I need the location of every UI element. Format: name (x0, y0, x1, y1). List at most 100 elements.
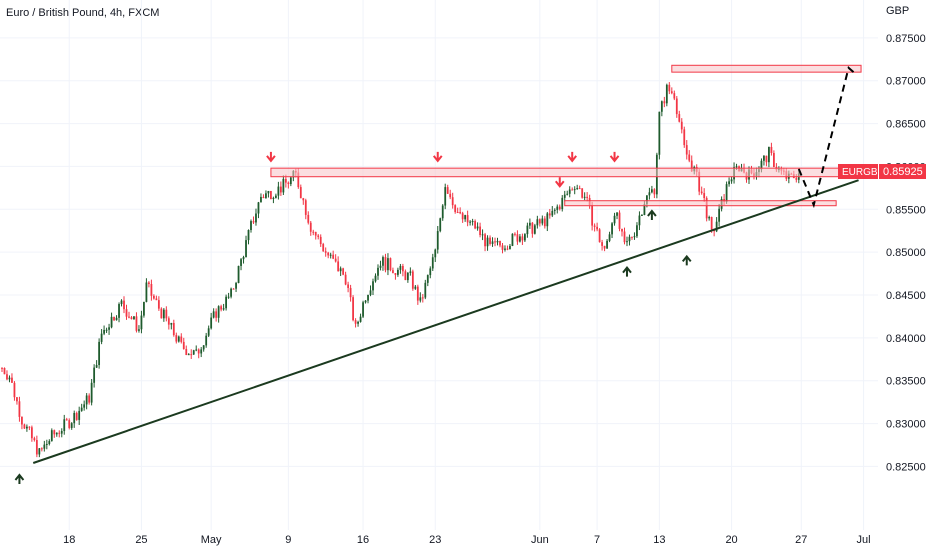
candle-body (337, 261, 340, 272)
candle-body (195, 349, 198, 351)
current-price-label: EURGBP 0.85925 (838, 164, 926, 179)
candle-body (419, 297, 422, 301)
candle-body (760, 160, 763, 170)
candle-body (623, 231, 626, 243)
projection-path (797, 66, 855, 209)
candle-body (631, 236, 633, 238)
up-arrow-icon (681, 254, 692, 266)
candle-body (78, 410, 81, 420)
candle-body (93, 367, 96, 383)
candle-body (618, 212, 621, 229)
candle-body (68, 420, 71, 428)
candle-body (476, 226, 479, 229)
time-tick-label: 27 (795, 534, 807, 546)
price-tick-label: 0.83000 (886, 419, 926, 431)
candle-body (155, 298, 158, 301)
candle-body (85, 395, 88, 405)
candle-body (312, 231, 315, 233)
candle-body (23, 424, 26, 429)
candle-body (192, 350, 195, 355)
resistance-zone (671, 64, 862, 73)
candle-body (730, 179, 733, 182)
candle-body (434, 249, 437, 258)
candle-body (307, 214, 310, 223)
candle-body (240, 259, 242, 266)
candle-body (282, 178, 285, 193)
candle-body (170, 322, 173, 325)
candle-body (646, 195, 648, 205)
candle-body (60, 431, 63, 434)
candle-body (519, 236, 521, 242)
candle-body (601, 242, 603, 246)
candle-body (735, 166, 738, 168)
candle-body (113, 316, 115, 321)
time-tick-label: 9 (285, 534, 291, 546)
time-tick-label: 18 (63, 534, 75, 546)
candle-body (384, 257, 387, 271)
candle-body (541, 218, 544, 224)
candle-body (108, 327, 110, 330)
candle-body (175, 335, 178, 342)
price-tick-label: 0.85500 (886, 204, 926, 216)
candle-body (576, 188, 579, 190)
candle-body (571, 189, 574, 191)
candle-body (531, 222, 534, 234)
candle-body (28, 426, 31, 428)
candle-body (70, 423, 73, 428)
candle-body (524, 234, 526, 241)
time-tick-label: May (201, 534, 222, 546)
candle-body (426, 275, 429, 283)
candle-body (653, 189, 656, 195)
candle-body (128, 316, 130, 318)
candle-body (514, 233, 516, 235)
candle-body (526, 225, 529, 235)
candle-body (663, 101, 666, 104)
candle-body (364, 300, 367, 303)
candle-body (394, 273, 397, 275)
up-arrow-icon (14, 473, 25, 484)
candle-body (633, 236, 636, 238)
candle-body (563, 194, 566, 198)
candle-body (481, 234, 484, 236)
candle-body (397, 269, 399, 275)
price-tick-label: 0.83500 (886, 376, 926, 388)
candle-body (205, 335, 208, 346)
candle-body (115, 317, 118, 321)
candle-body (431, 257, 434, 269)
candle-body (230, 288, 232, 297)
candle-body (55, 432, 58, 435)
candle-body (705, 198, 708, 219)
candle-body (698, 171, 701, 192)
trend-lines (32, 66, 859, 464)
candle-body (603, 245, 606, 249)
price-axis[interactable]: GBP 0.875000.870000.865000.860000.855000… (886, 5, 926, 473)
candle-body (516, 234, 519, 242)
candle-body (685, 145, 688, 155)
candle-body (406, 272, 409, 281)
price-tick-label: 0.87000 (886, 76, 926, 88)
candle-body (105, 329, 108, 331)
time-axis[interactable]: 18 25 May 9 16 23 Jun 7 13 20 27 Jul (63, 534, 870, 546)
candle-body (227, 296, 230, 298)
resistance-zone (270, 167, 845, 178)
candle-body (648, 192, 651, 196)
candle-body (668, 84, 671, 92)
candle-body (334, 258, 337, 262)
candle-body (795, 178, 798, 180)
candle-body (200, 349, 203, 354)
candle-body (324, 251, 327, 253)
candle-body (675, 98, 678, 115)
candle-body (598, 229, 601, 243)
candle-body (768, 146, 770, 163)
candle-body (556, 206, 559, 210)
candle-body (362, 302, 364, 317)
candle-body (225, 296, 227, 309)
chart-title: Euro / British Pound, 4h, FXCM (6, 7, 159, 19)
candle-body (162, 309, 165, 319)
candle-body (58, 432, 61, 434)
candle-body (145, 282, 148, 302)
candle-body (329, 254, 332, 256)
candle-body (197, 349, 200, 354)
candle-body (332, 254, 335, 259)
